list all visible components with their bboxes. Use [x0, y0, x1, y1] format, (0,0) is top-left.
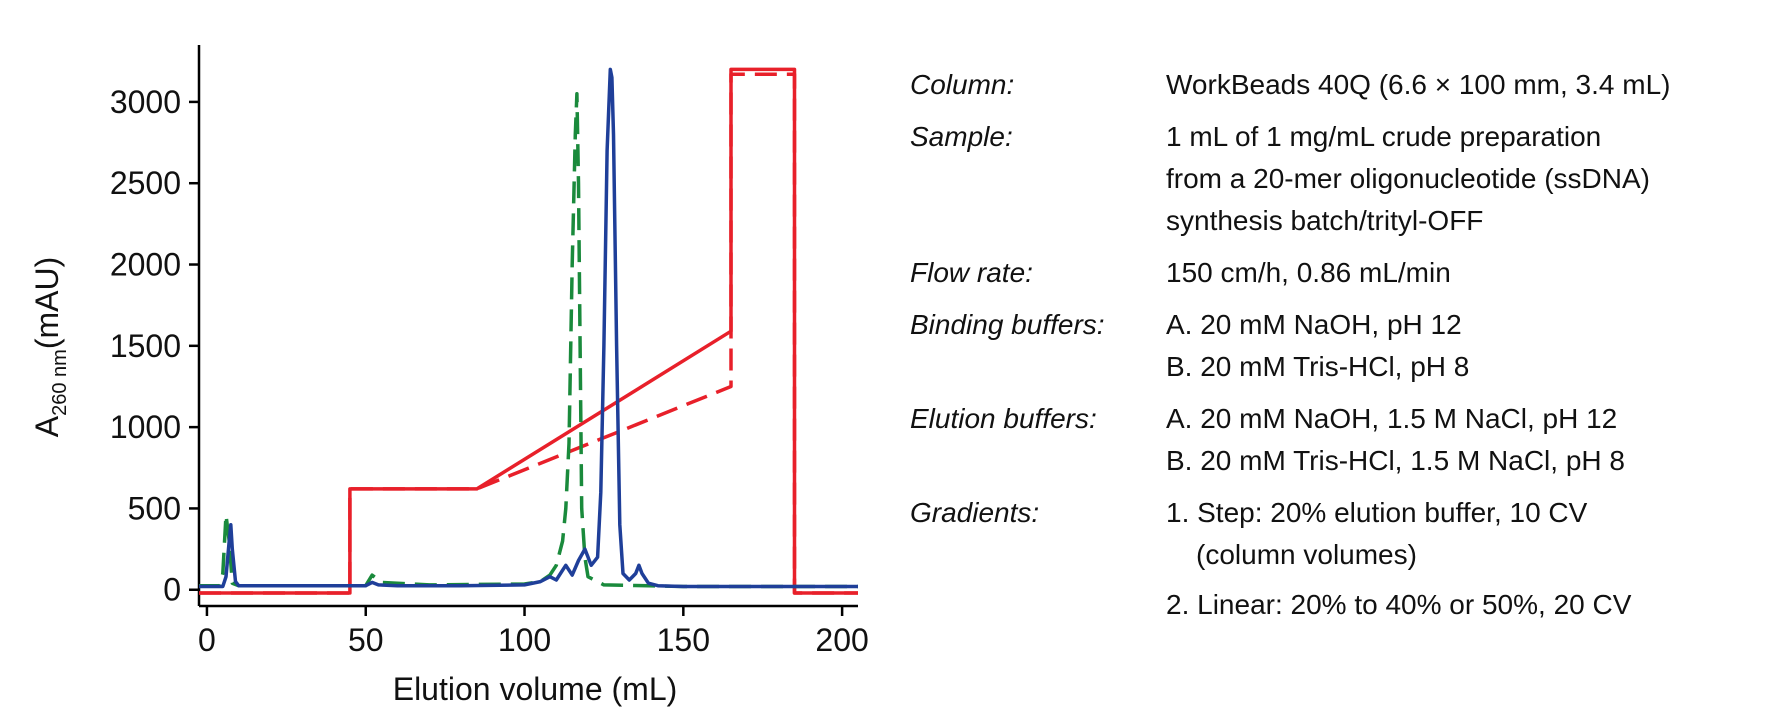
trace-line	[199, 67, 858, 589]
info-value: A. 20 mM NaOH, pH 12	[1166, 309, 1462, 340]
y-tick-label: 2000	[110, 247, 181, 283]
y-label-sub: 260 nm	[49, 349, 71, 416]
y-tick-label: 3000	[110, 84, 181, 120]
x-tick-label: 150	[657, 622, 710, 658]
trace-line	[199, 72, 858, 595]
info-label: Sample:	[910, 121, 1013, 152]
y-tick-label: 500	[128, 490, 181, 526]
x-tick-label: 100	[498, 622, 551, 658]
x-axis-label: Elution volume (mL)	[393, 671, 678, 707]
info-value: 150 cm/h, 0.86 mL/min	[1166, 257, 1451, 288]
info-value: 1 mL of 1 mg/mL crude preparation	[1166, 121, 1601, 152]
info-value: 1. Step: 20% elution buffer, 10 CV	[1166, 497, 1588, 528]
info-value: B. 20 mM Tris-HCl, pH 8	[1166, 351, 1469, 382]
info-label: Binding buffers:	[910, 309, 1105, 340]
y-label-unit: (mAU)	[29, 257, 65, 349]
info-value: from a 20-mer oligonucleotide (ssDNA)	[1166, 163, 1650, 194]
info-label: Column:	[910, 69, 1014, 100]
info-label: Gradients:	[910, 497, 1039, 528]
y-tick-label: 2500	[110, 165, 181, 201]
y-label-main: A	[29, 415, 65, 437]
info-value: WorkBeads 40Q (6.6 × 100 mm, 3.4 mL)	[1166, 69, 1670, 100]
info-value: (column volumes)	[1196, 539, 1417, 570]
trace-line	[199, 92, 858, 589]
info-value: B. 20 mM Tris-HCl, 1.5 M NaCl, pH 8	[1166, 445, 1625, 476]
x-tick-label: 0	[198, 622, 216, 658]
y-tick-label: 0	[163, 572, 181, 608]
y-tick-label: 1000	[110, 409, 181, 445]
info-label: Elution buffers:	[910, 403, 1097, 434]
info-label: Flow rate:	[910, 257, 1033, 288]
x-tick-label: 50	[348, 622, 384, 658]
info-value: synthesis batch/trityl-OFF	[1166, 205, 1483, 236]
x-tick-label: 200	[815, 622, 868, 658]
trace-line	[199, 67, 858, 595]
info-value: A. 20 mM NaOH, 1.5 M NaCl, pH 12	[1166, 403, 1617, 434]
y-axis-label: A260 nm(mAU)	[29, 257, 71, 437]
info-value: 2. Linear: 20% to 40% or 50%, 20 CV	[1166, 589, 1632, 620]
y-tick-label: 1500	[110, 328, 181, 364]
